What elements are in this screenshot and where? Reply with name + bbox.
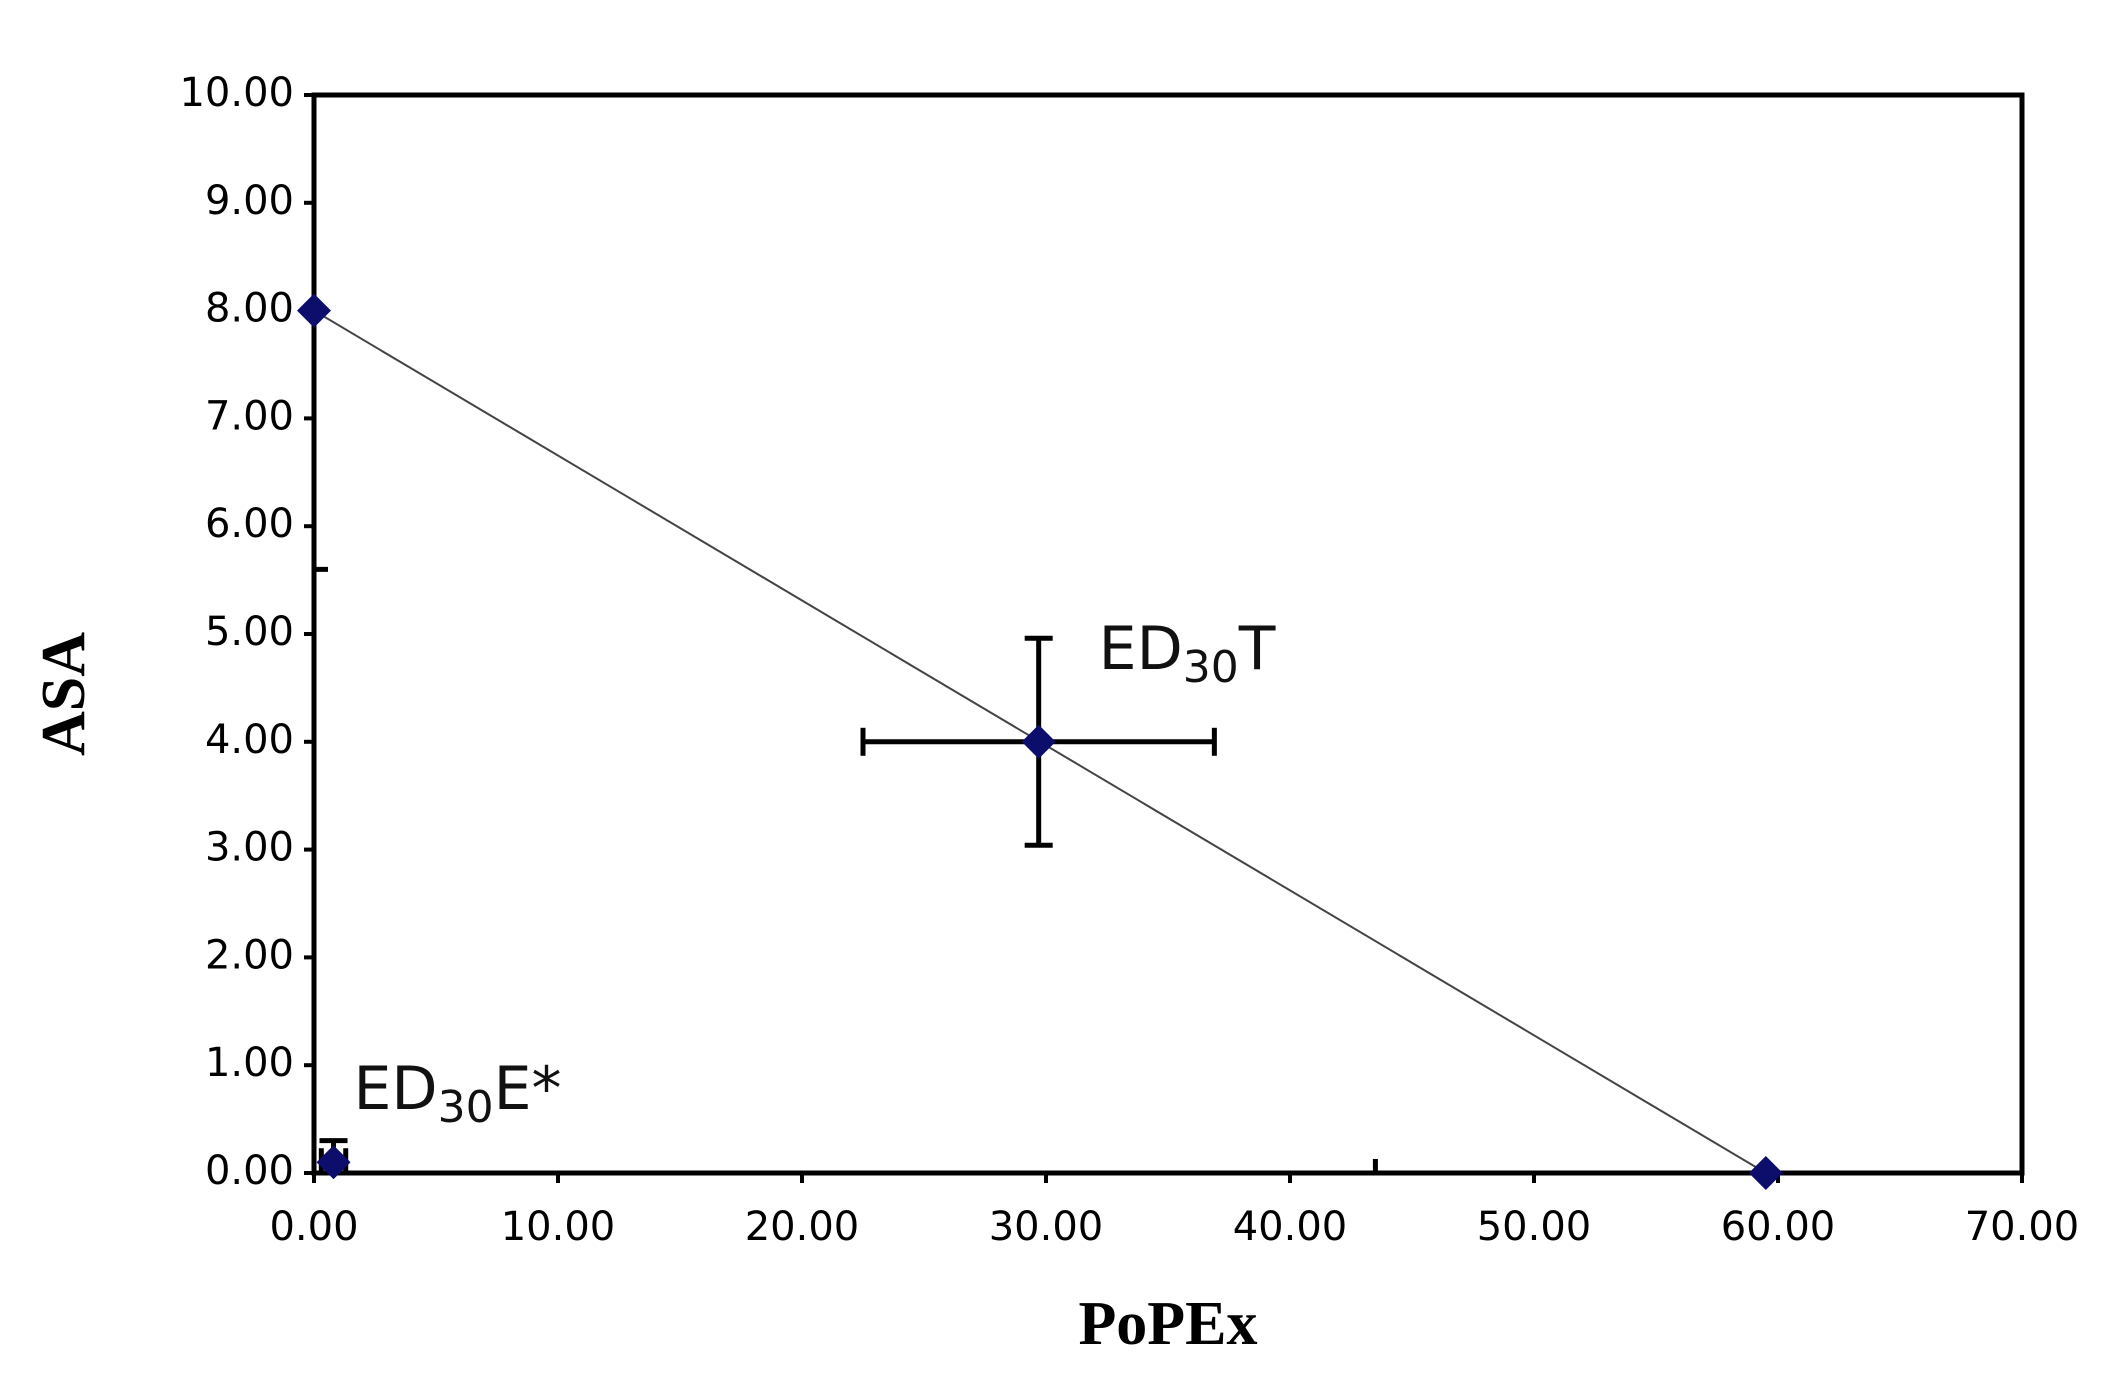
annotation-subscript: 30: [438, 1082, 494, 1133]
x-tick-label: 40.00: [1233, 1204, 1348, 1250]
x-tick-label: 20.00: [745, 1204, 860, 1250]
y-tick-label: 7.00: [205, 393, 294, 439]
annotation-text: ED: [1099, 613, 1183, 683]
point: [316, 1145, 351, 1180]
y-tick-label: 4.00: [205, 717, 294, 763]
y-tick-label: 9.00: [205, 178, 294, 224]
x-axis-title: PoPEx: [1078, 1290, 1257, 1358]
x-tick-label: 0.00: [269, 1204, 358, 1250]
y-error-bar: [314, 95, 328, 572]
annotation: ED30T: [1099, 613, 1276, 692]
annotation-suffix: T: [1238, 613, 1276, 683]
annotation-suffix: E*: [494, 1054, 562, 1124]
annotation-subscript: 30: [1183, 642, 1239, 693]
y-axis-title: ASA: [30, 632, 98, 756]
annotation: ED30E*: [354, 1054, 562, 1133]
x-tick-label: 30.00: [989, 1204, 1104, 1250]
y-tick-label: 10.00: [179, 70, 294, 116]
y-tick-label: 0.00: [205, 1148, 294, 1194]
x-tick-label: 60.00: [1721, 1204, 1836, 1250]
plot-frame: [311, 92, 2025, 1176]
y-tick-label: 5.00: [205, 609, 294, 655]
y-tick-label: 8.00: [205, 286, 294, 332]
y-tick-label: 2.00: [205, 932, 294, 978]
plot-area: [314, 95, 2022, 1173]
y-tick-label: 6.00: [205, 501, 294, 547]
annotation-text: ED: [354, 1054, 438, 1124]
x-error-bar: [1372, 1159, 2022, 1173]
y-tick-label: 1.00: [205, 1040, 294, 1086]
x-tick-label: 50.00: [1477, 1204, 1592, 1250]
x-tick-label: 70.00: [1965, 1204, 2080, 1250]
point: [297, 293, 331, 328]
point: [1021, 724, 1056, 759]
point: [1748, 1156, 1783, 1190]
y-tick-label: 3.00: [205, 825, 294, 871]
x-tick-label: 10.00: [501, 1204, 616, 1250]
